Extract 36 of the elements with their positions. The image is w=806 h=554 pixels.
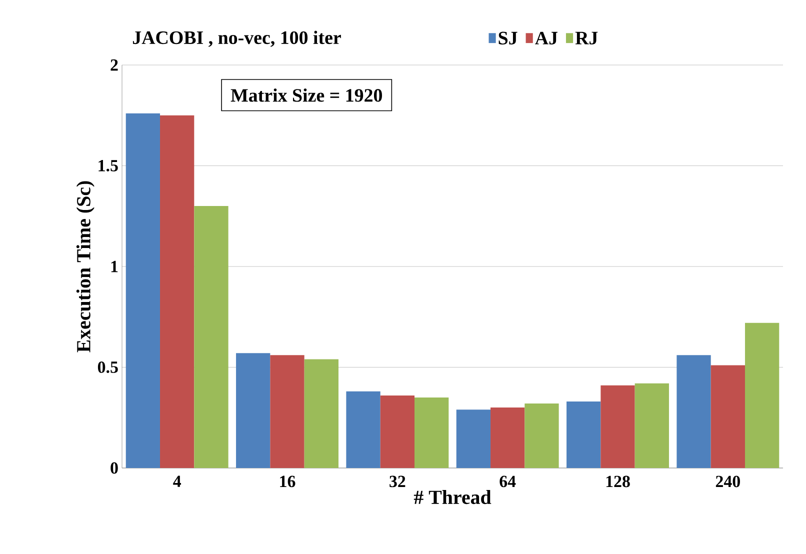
bar: [236, 353, 270, 468]
bar: [456, 410, 491, 468]
bar: [490, 408, 525, 468]
bar: [346, 391, 380, 468]
y-tick-label: 1: [111, 260, 118, 272]
x-tick-label: 240: [716, 476, 740, 488]
annotation: Matrix Size = 1920: [230, 88, 382, 102]
bar: [270, 355, 304, 468]
chart-title: JACOBI , no-vec, 100 iter: [132, 30, 341, 47]
y-tick-label: 2: [110, 59, 118, 71]
bar: [194, 206, 228, 468]
x-tick-label: 4: [173, 476, 182, 487]
bar: [304, 359, 338, 468]
y-tick-label: 0: [110, 462, 118, 474]
bar: [414, 397, 449, 468]
y-tick-label: 1.5: [98, 160, 118, 172]
bar: [710, 365, 745, 468]
bar: [126, 113, 160, 468]
y-tick-label: 0.5: [98, 361, 118, 373]
x-tick-label: 64: [500, 476, 516, 488]
bar: [676, 355, 711, 468]
legend-label: AJ: [535, 32, 558, 44]
x-tick-label: 128: [606, 476, 630, 488]
bar: [600, 385, 635, 468]
bar: [160, 115, 194, 468]
bar: [380, 395, 414, 468]
bar: [634, 383, 669, 468]
x-tick-label: 32: [390, 476, 406, 488]
legend-label: RJ: [575, 32, 598, 44]
y-axis-title: Execution Time (Sc): [76, 181, 94, 352]
bar: [524, 404, 559, 468]
bar: [744, 322, 780, 468]
legend-label: SJ: [498, 32, 518, 45]
bar: [566, 402, 601, 468]
x-tick-label: 16: [280, 476, 296, 488]
x-axis-title: # Thread: [414, 490, 492, 504]
